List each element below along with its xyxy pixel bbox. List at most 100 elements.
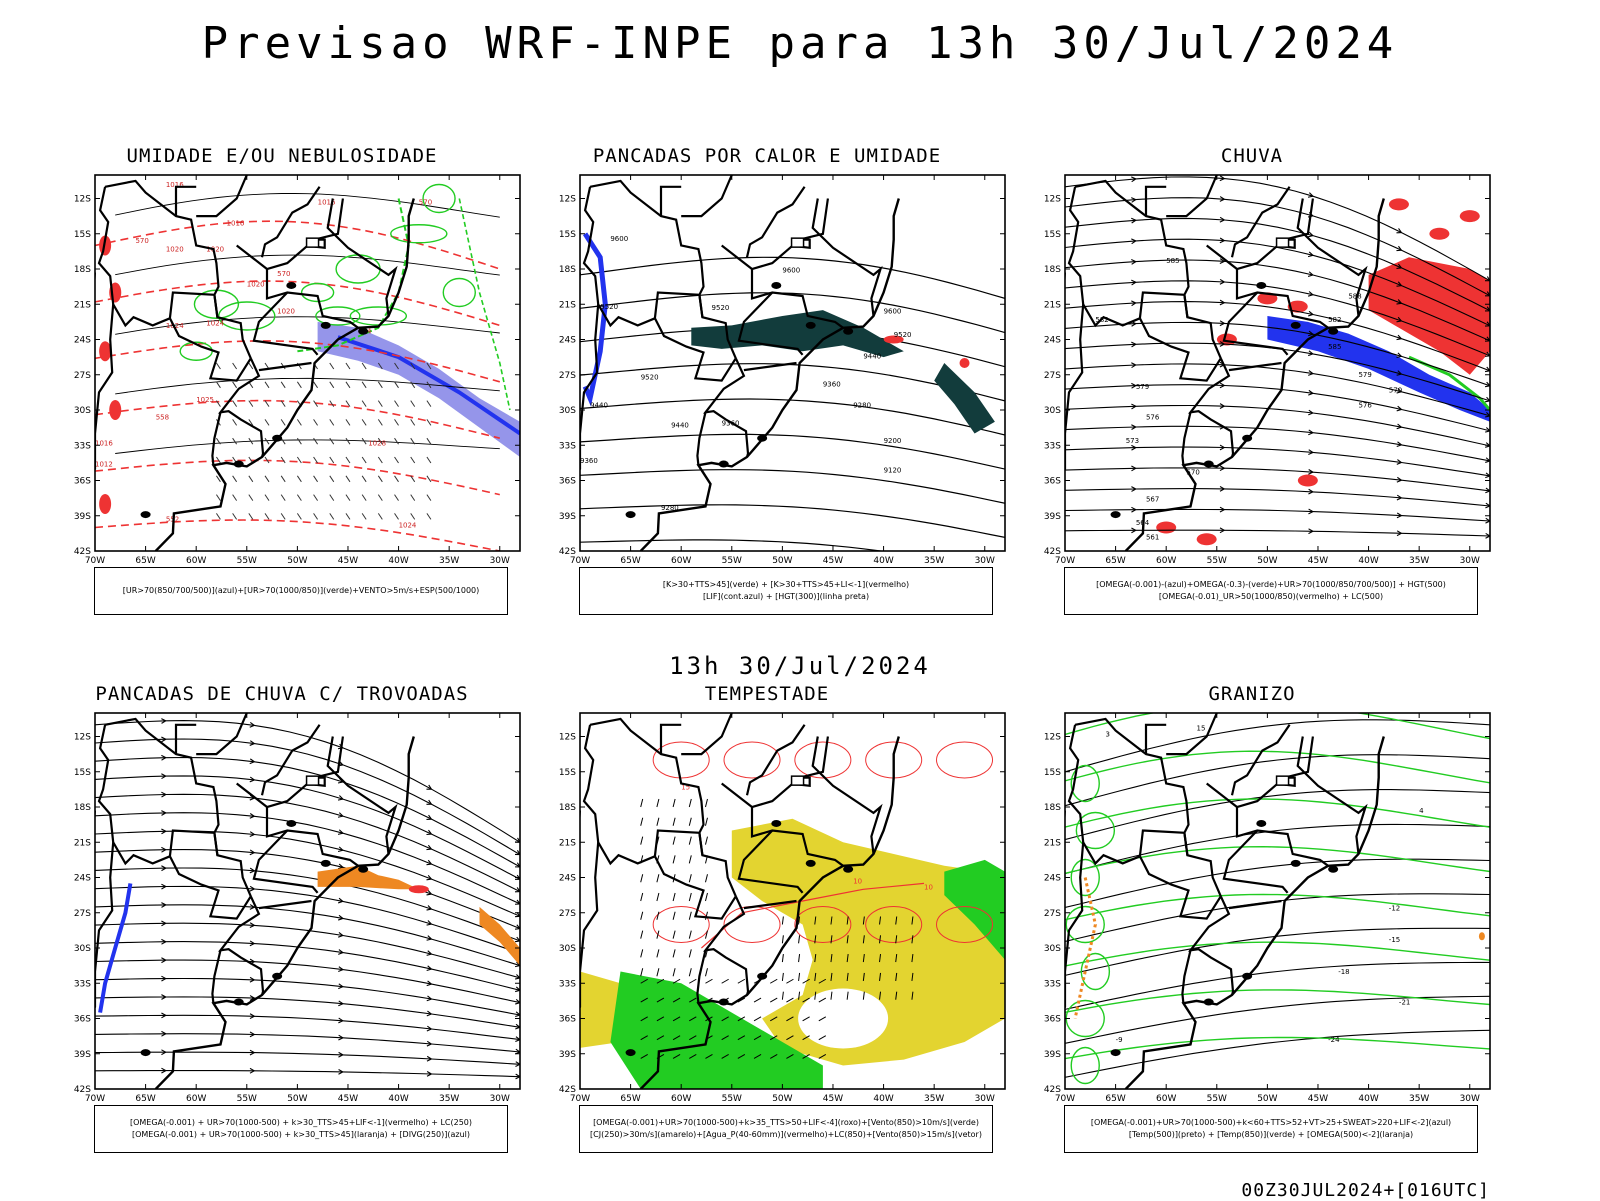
panel-pancadas-trovoadas: PANCADAS DE CHUVA C/ TROVOADAS 12S 15S 18S 2… bbox=[52, 683, 521, 1153]
contour-label: 570 bbox=[1389, 386, 1402, 394]
legend-line: [OMEGA(-0.001)+UR>70(1000-500)+k>35_TTS>… bbox=[593, 1118, 979, 1127]
rain-patch-red bbox=[1287, 300, 1308, 313]
contour-label: -9 bbox=[1116, 1036, 1123, 1044]
main-title: Previsao WRF-INPE para 13h 30/Jul/2024 bbox=[201, 18, 1399, 69]
map-layers: 10 10 15 bbox=[580, 713, 1005, 1089]
lon-tick-label: 70W bbox=[85, 1094, 105, 1104]
map-pancadas-calor: 9600 9600 9600 9520 9520 9520 9520 9440 9440 9440… bbox=[559, 174, 1006, 566]
contour-label: 9200 bbox=[884, 437, 902, 445]
map-granizo: -12 -15 -18 -21 -24 -9 3 15 4 12S 15S 18S 21S 24S 27S 3… bbox=[1044, 712, 1491, 1104]
map-tempestade: 10 10 15 12S 15S 18S 21S 24S 27S 30S 33S 36S 39S 42S7… bbox=[559, 712, 1006, 1104]
humidity-core-blue bbox=[337, 335, 520, 436]
legend-line: [OMEGA(-0.01)_UR>50(1000/850)(vermelho) … bbox=[1158, 592, 1384, 601]
lon-tick-label: 55W bbox=[722, 556, 742, 566]
lon-tick-label: 50W bbox=[287, 556, 307, 566]
wind-area-green-east bbox=[944, 859, 1005, 960]
rain-area-red bbox=[1368, 257, 1490, 375]
contour-label: 9520 bbox=[894, 331, 912, 339]
lon-tick-label: 35W bbox=[1409, 1094, 1429, 1104]
panel-title: GRANIZO bbox=[1208, 683, 1296, 705]
lif-contour-blue bbox=[582, 232, 608, 407]
lat-tick-label: 36S bbox=[1044, 1015, 1061, 1025]
lat-tick-label: 18S bbox=[1044, 265, 1061, 275]
lat-tick-label: 27S bbox=[74, 909, 91, 919]
lat-tick-label: 21S bbox=[74, 838, 91, 848]
lat-tick-label: 33S bbox=[559, 441, 576, 451]
lon-tick-label: 30W bbox=[975, 1094, 995, 1104]
contour-label: 1028 bbox=[368, 439, 386, 447]
legend-line: [OMEGA(-0.001) + UR>70(1000-500) + k>30_… bbox=[131, 1130, 471, 1139]
lat-tick-label: 42S bbox=[559, 1085, 576, 1095]
thunderstorm-area-orange-east bbox=[479, 906, 520, 966]
lon-tick-label: 30W bbox=[975, 556, 995, 566]
lat-tick-label: 39S bbox=[559, 1050, 576, 1060]
thunderstorm-area-orange bbox=[317, 865, 419, 890]
contour-label: 570 bbox=[277, 270, 290, 278]
legend-line: [OMEGA(-0.001) + UR>70(1000-500) + k>30_… bbox=[129, 1118, 473, 1127]
map-frame bbox=[94, 712, 521, 1090]
contour-label: 10 bbox=[924, 883, 933, 891]
lat-tick-label: 39S bbox=[74, 512, 91, 522]
contour-label: 585 bbox=[1328, 343, 1341, 351]
lat-tick-label: 15S bbox=[74, 768, 91, 778]
lat-tick-label: 12S bbox=[559, 733, 576, 743]
temp850-contour-green bbox=[1065, 905, 1105, 944]
map-frame bbox=[1064, 174, 1491, 552]
lat-tick-label: 24S bbox=[1044, 874, 1061, 884]
omega-area-orange bbox=[1073, 877, 1097, 1019]
lat-tick-label: 36S bbox=[74, 477, 91, 487]
lat-tick-label: 39S bbox=[1044, 1050, 1061, 1060]
contour-label: 561 bbox=[1146, 533, 1159, 541]
panel-legend: [OMEGA(-0.001)+UR>70(1000-500)+k>35_TTS>… bbox=[579, 1105, 993, 1153]
map-layers: 1016 1016 1016 1020 1020 1020 1020 1024 1024 1025… bbox=[95, 175, 520, 551]
lon-tick-label: 40W bbox=[1358, 1094, 1378, 1104]
contour-label: 567 bbox=[1146, 496, 1159, 504]
lat-tick-label: 18S bbox=[74, 265, 91, 275]
lon-tick-label: 65W bbox=[620, 556, 640, 566]
contour-label: 1024 bbox=[166, 322, 184, 330]
lat-tick-label: 24S bbox=[559, 874, 576, 884]
lat-tick-label: 21S bbox=[74, 300, 91, 310]
lon-tick-label: 55W bbox=[1207, 1094, 1227, 1104]
lon-tick-label: 65W bbox=[135, 1094, 155, 1104]
map-frame bbox=[579, 712, 1006, 1090]
panel-tempestade: TEMPESTADE 10 10 15 12S 15S 18S 21S 24S 27S 30S 33S… bbox=[537, 683, 1006, 1153]
panel-pancadas-calor: PANCADAS POR CALOR E UMIDADE 9600 9600 9600… bbox=[537, 145, 1006, 615]
middle-title: 13h 30/Jul/2024 bbox=[669, 652, 931, 680]
rain-patch-red bbox=[1257, 292, 1278, 305]
lon-tick-label: 40W bbox=[873, 556, 893, 566]
temp850-contour-green bbox=[1070, 858, 1100, 897]
lat-tick-label: 36S bbox=[559, 1015, 576, 1025]
panel-title: UMIDADE E/OU NEBULOSIDADE bbox=[126, 145, 438, 167]
lat-tick-label: 15S bbox=[559, 230, 576, 240]
lon-tick-label: 45W bbox=[823, 556, 843, 566]
contour-label: 15 bbox=[1197, 725, 1206, 733]
lat-tick-label: 42S bbox=[74, 547, 91, 557]
omega-area-blue bbox=[1267, 316, 1490, 422]
lat-tick-label: 33S bbox=[1044, 441, 1061, 451]
contour-label: 1024 bbox=[399, 522, 417, 530]
lat-tick-label: 12S bbox=[1044, 733, 1061, 743]
li-area-red-east bbox=[959, 358, 970, 368]
lon-tick-label: 60W bbox=[671, 1094, 691, 1104]
contour-label: 558 bbox=[156, 413, 169, 421]
lat-tick-label: 42S bbox=[1044, 1085, 1061, 1095]
lat-tick-label: 42S bbox=[74, 1085, 91, 1095]
panel-title: CHUVA bbox=[1220, 145, 1284, 167]
jet-area-yellow bbox=[731, 818, 1005, 1066]
humidity-contour-green bbox=[218, 301, 276, 331]
lat-tick-label: 24S bbox=[74, 874, 91, 884]
lon-tick-label: 50W bbox=[1257, 1094, 1277, 1104]
lon-tick-label: 65W bbox=[135, 556, 155, 566]
panel-chuva: CHUVA 585 588 582 582 585 579 579 576 576 573 570 57… bbox=[1022, 145, 1491, 615]
k-index-area-teal-east bbox=[934, 363, 995, 434]
rain-patch-red bbox=[1388, 198, 1409, 211]
lon-tick-label: 35W bbox=[439, 556, 459, 566]
lon-tick-label: 45W bbox=[1308, 1094, 1328, 1104]
k-index-area-teal bbox=[691, 310, 904, 358]
omega-patch-orange bbox=[1478, 932, 1485, 941]
legend-line: [OMEGA(-0.001)+UR>70(1000-500)+k<60+TTS>… bbox=[1090, 1118, 1452, 1127]
contour-label: 9280 bbox=[661, 504, 679, 512]
panel-legend: [OMEGA(-0.001)-(azul)+OMEGA(-0.3)-(verde… bbox=[1064, 567, 1478, 615]
